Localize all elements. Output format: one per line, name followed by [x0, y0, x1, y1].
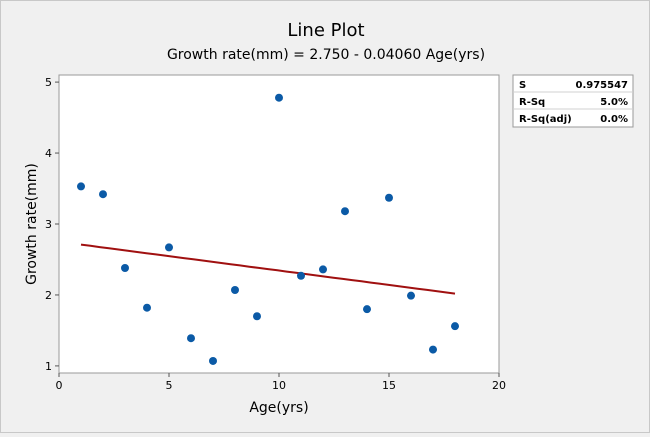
x-tick-label: 20 — [492, 379, 506, 392]
x-tick-label: 5 — [166, 379, 173, 392]
data-point — [429, 345, 437, 354]
data-point — [121, 263, 129, 272]
scatter-points — [77, 93, 459, 365]
stats-box — [512, 74, 634, 128]
data-point — [253, 312, 261, 321]
data-point — [99, 190, 107, 199]
x-tick-label: 15 — [382, 379, 396, 392]
data-point — [209, 356, 217, 365]
y-tick-label: 2 — [45, 289, 52, 302]
stat-value-r-sq: 5.0% — [600, 97, 628, 108]
stat-label-r-sq: R-Sq — [519, 97, 545, 108]
data-point — [319, 265, 327, 274]
y-axis: 1 2 3 4 5 — [45, 76, 59, 373]
data-point — [231, 285, 239, 294]
fit-line — [80, 243, 456, 295]
y-tick-label: 3 — [45, 218, 52, 231]
plot-area — [58, 74, 500, 374]
data-point — [341, 207, 349, 216]
data-point — [187, 334, 195, 343]
stat-value-s: 0.975547 — [575, 80, 628, 91]
y-tick-label: 5 — [45, 76, 52, 89]
stats-table: S 0.975547 R-Sq 5.0% R-Sq(adj) 0.0% — [512, 74, 634, 128]
data-point — [165, 243, 173, 252]
data-point — [385, 193, 393, 202]
data-point — [275, 93, 283, 102]
x-tick-label: 10 — [272, 379, 286, 392]
stat-value-r-sq-adj: 0.0% — [600, 114, 628, 125]
stat-label-r-sq-adj: R-Sq(adj) — [519, 114, 572, 125]
data-point — [363, 305, 371, 314]
y-tick-label: 1 — [45, 360, 52, 373]
data-point — [77, 182, 85, 191]
y-axis-title: Growth rate(mm) — [24, 163, 40, 285]
chart-title: Line Plot — [287, 20, 364, 41]
stat-label-s: S — [519, 80, 526, 91]
data-point — [297, 271, 305, 280]
x-axis-title: Age(yrs) — [249, 400, 308, 416]
data-point — [407, 291, 415, 300]
x-axis: 0 5 10 15 20 — [56, 373, 506, 392]
y-tick-label: 4 — [45, 147, 52, 160]
data-point — [451, 322, 459, 331]
chart-subtitle: Growth rate(mm) = 2.750 - 0.04060 Age(yr… — [167, 47, 485, 63]
x-tick-label: 0 — [56, 379, 63, 392]
data-point — [143, 303, 151, 312]
